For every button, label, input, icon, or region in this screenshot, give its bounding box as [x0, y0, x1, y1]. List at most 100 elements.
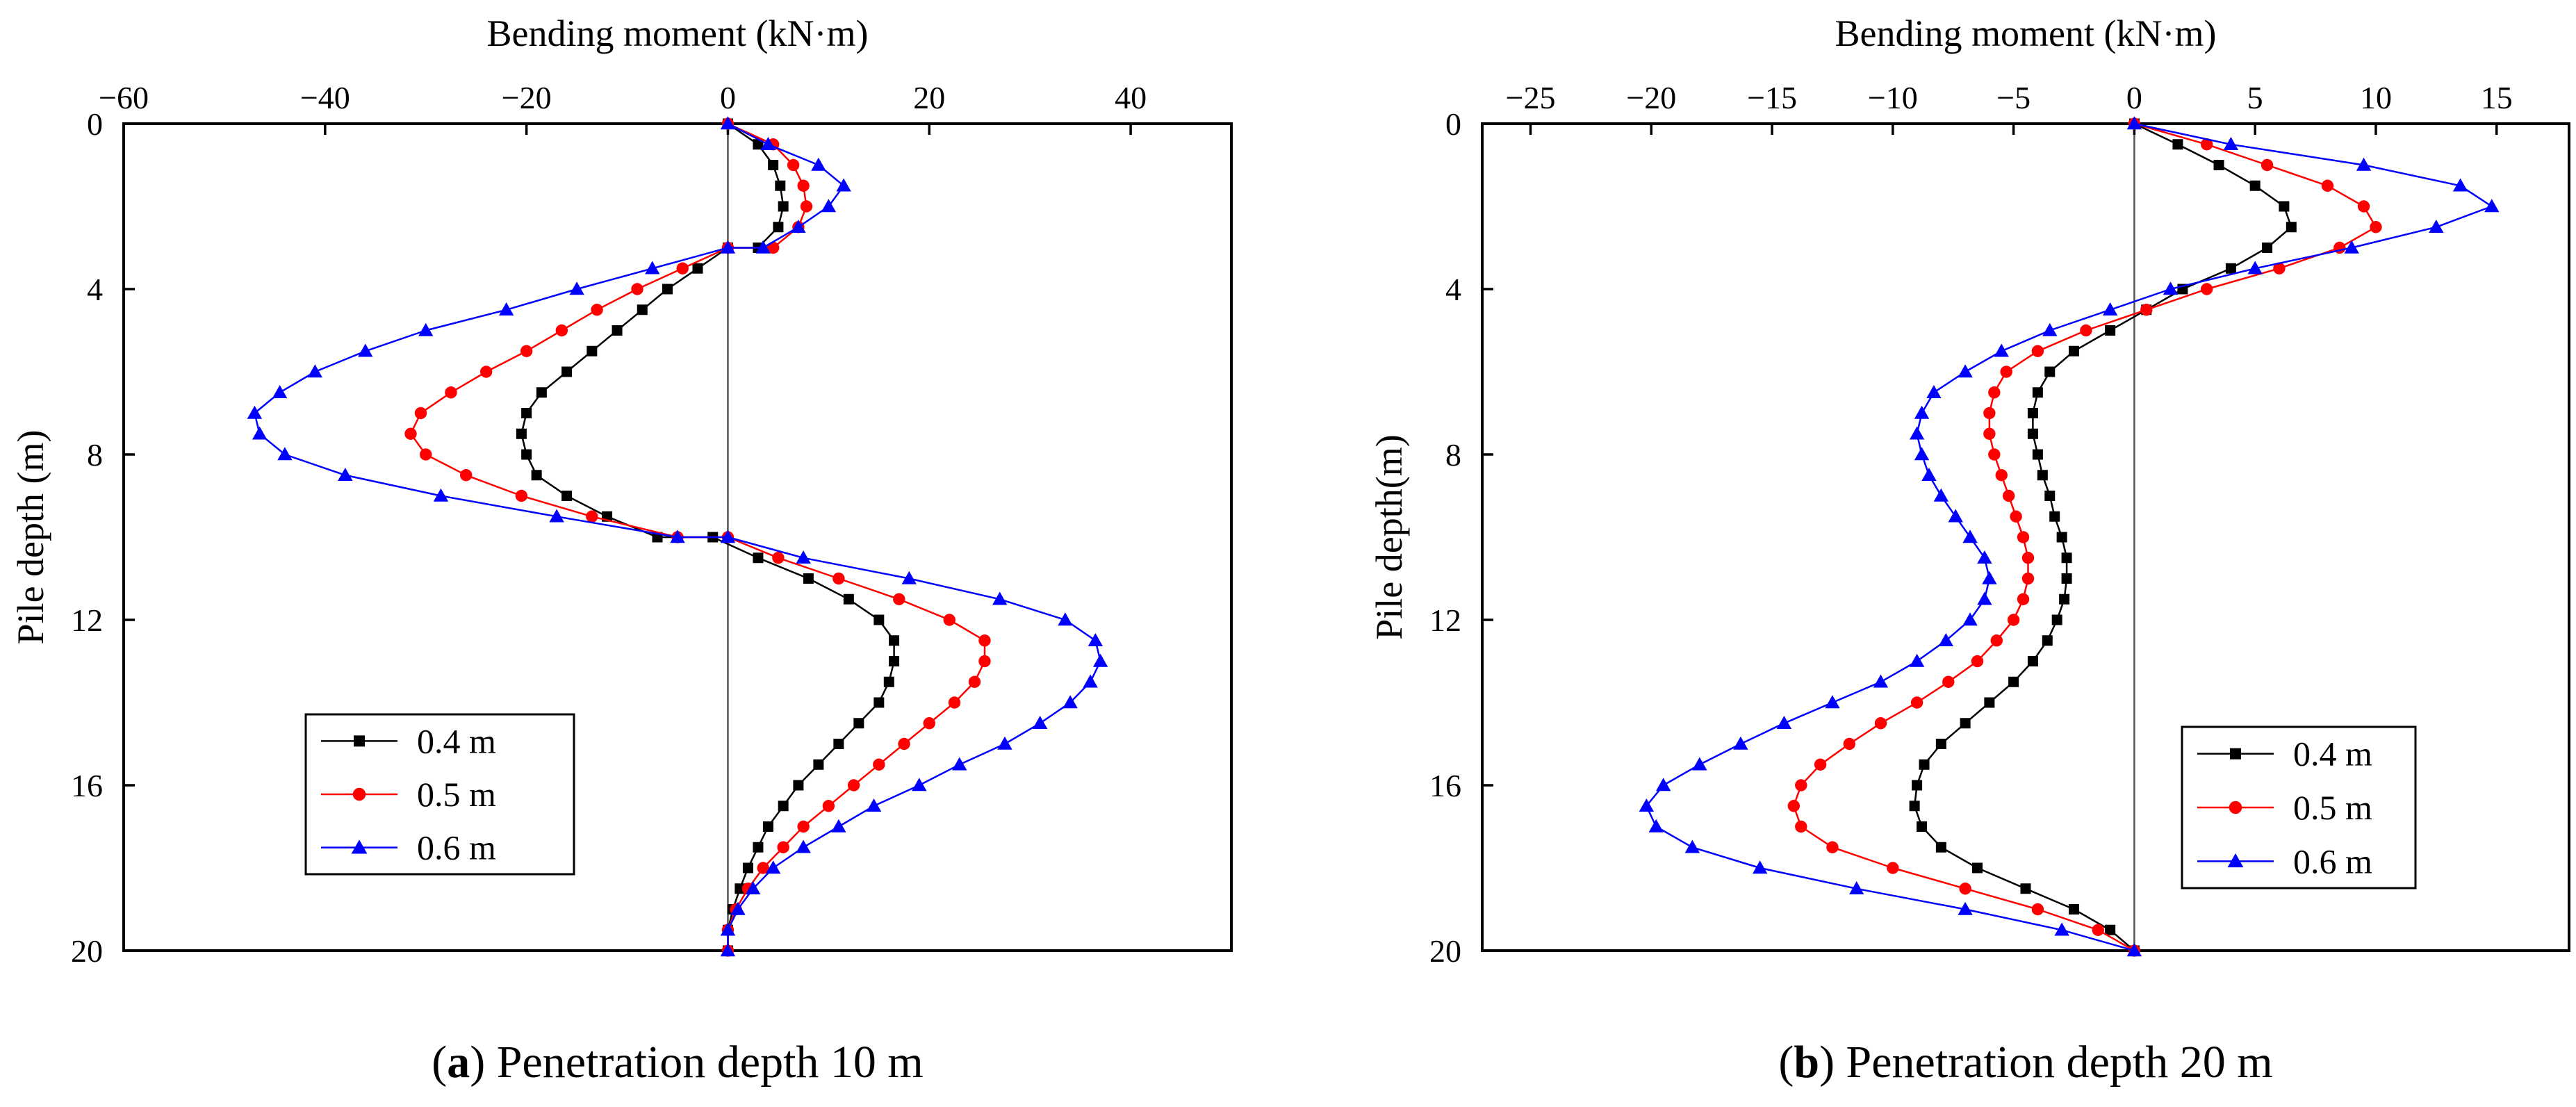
data-point: [2020, 883, 2031, 894]
data-point: [833, 739, 844, 749]
data-point: [2080, 324, 2092, 337]
chart-b: −25 −20 −15 −10 −5 0 5 10 15 0 4 8 12 16 20 Bending mom…: [1368, 13, 2570, 1088]
y-tick-label: 0: [1445, 106, 1461, 142]
data-point: [2042, 635, 2053, 646]
data-point: [1962, 530, 1978, 543]
data-point: [800, 200, 813, 213]
data-point: [766, 241, 780, 254]
data-point: [692, 263, 703, 274]
legend-label: 0.5 m: [417, 775, 496, 814]
data-point: [404, 427, 417, 440]
data-point: [1983, 427, 1996, 440]
data-point: [1917, 821, 1928, 832]
x-tick-label: 0: [720, 80, 736, 115]
x-tick-label: −5: [1996, 80, 2031, 115]
data-point: [2105, 924, 2116, 935]
figure-caption: (b) Penetration depth 20 m: [1778, 1037, 2272, 1088]
data-point: [645, 261, 660, 274]
data-point: [720, 922, 736, 936]
data-point: [811, 157, 826, 171]
legend-label: 0.4 m: [2293, 735, 2372, 773]
data-point: [1874, 717, 1887, 730]
data-point: [1092, 653, 1108, 667]
data-point: [531, 470, 542, 481]
data-point: [765, 860, 781, 874]
data-point: [1795, 779, 1807, 792]
data-point: [2370, 221, 2382, 233]
legend-marker: [2230, 748, 2241, 760]
data-point: [586, 345, 598, 356]
data-point: [1990, 634, 2003, 647]
data-point: [2140, 304, 2153, 316]
y-tick-label: 8: [87, 437, 103, 473]
data-point: [873, 697, 885, 708]
x-tick-label: 5: [2247, 80, 2263, 115]
data-point: [2172, 139, 2183, 150]
data-point: [2105, 325, 2116, 336]
data-point: [1648, 819, 1664, 833]
data-point: [1684, 839, 1700, 853]
data-point: [1935, 739, 1946, 749]
data-point: [968, 675, 981, 688]
data-point: [1733, 736, 1748, 750]
data-point: [1933, 488, 1949, 502]
data-point: [1994, 343, 2009, 357]
data-point: [2049, 511, 2060, 522]
x-tick-label: −20: [502, 80, 552, 115]
data-point: [561, 366, 573, 377]
data-point: [1910, 696, 1923, 709]
data-point: [1977, 550, 1992, 564]
data-point: [1983, 407, 1996, 420]
data-point: [479, 366, 493, 378]
data-point: [521, 449, 532, 460]
data-point: [775, 180, 786, 191]
y-tick-label: 20: [71, 933, 103, 969]
data-point: [2042, 322, 2058, 336]
data-point: [720, 530, 736, 543]
data-point: [307, 364, 323, 378]
data-point: [898, 737, 910, 751]
data-point: [521, 408, 532, 418]
data-point: [1826, 841, 1839, 853]
data-point: [1909, 426, 1925, 440]
data-point: [2044, 491, 2056, 501]
data-point: [338, 468, 353, 482]
data-point: [2031, 903, 2044, 916]
y-tick-label: 12: [1429, 602, 1461, 638]
x-axis-title: Bending moment (kN·m): [1835, 13, 2217, 54]
data-point: [2321, 179, 2334, 192]
caption-letter: a: [447, 1037, 470, 1088]
data-point: [1938, 633, 1954, 647]
data-point: [612, 325, 623, 336]
y-tick-label: 4: [1445, 272, 1461, 307]
data-point: [772, 552, 785, 564]
data-point: [768, 160, 779, 170]
x-tick-label: −60: [99, 80, 149, 115]
data-point: [822, 800, 835, 812]
data-point: [943, 614, 955, 626]
data-point: [1971, 655, 1984, 668]
data-point: [720, 943, 736, 957]
data-point: [459, 469, 473, 482]
data-point: [1787, 800, 1800, 812]
data-point: [923, 717, 935, 730]
y-tick-label: 8: [1445, 437, 1461, 473]
data-point: [1909, 801, 1920, 812]
x-tick-label: 20: [913, 80, 945, 115]
data-point: [1942, 675, 1955, 688]
data-point: [2027, 408, 2038, 418]
data-point: [2249, 180, 2261, 191]
data-point: [1988, 448, 2001, 461]
data-point: [1795, 820, 1807, 833]
data-point: [2017, 593, 2030, 605]
data-point: [1958, 901, 1973, 915]
data-point: [1083, 674, 1098, 688]
data-point: [1887, 862, 1899, 874]
data-point: [2273, 262, 2286, 274]
data-point: [997, 736, 1012, 750]
data-point: [1752, 860, 1768, 874]
data-point: [893, 593, 905, 605]
data-point: [515, 489, 528, 502]
data-point: [2027, 428, 2038, 439]
